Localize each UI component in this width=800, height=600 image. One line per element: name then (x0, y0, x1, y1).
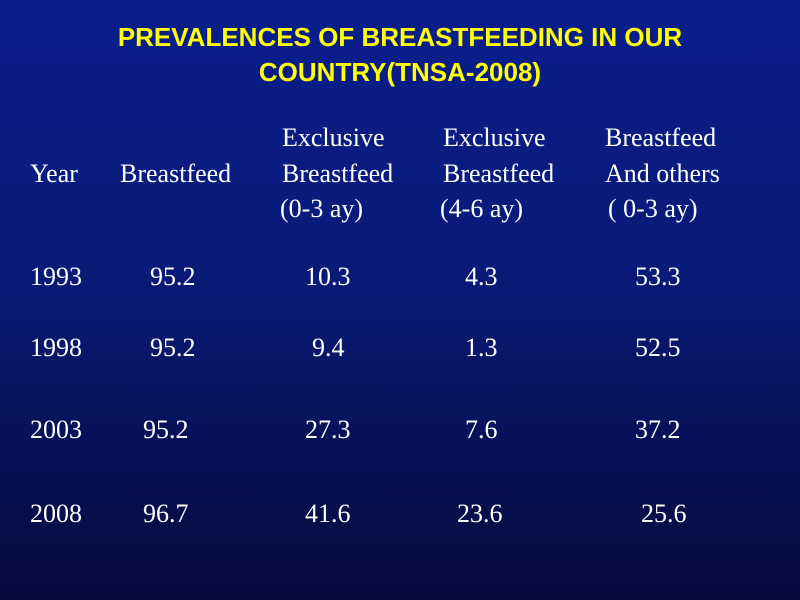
row-year-0: 1993 (30, 262, 82, 291)
row-0-value-1: 10.3 (305, 262, 351, 291)
row-1-value-1: 9.4 (312, 333, 345, 362)
column-header-3-line-0: Exclusive (443, 123, 546, 152)
column-header-1-line-1: Breastfeed (120, 159, 232, 188)
row-1-value-0: 95.2 (150, 333, 196, 362)
row-2-value-3: 37.2 (635, 415, 681, 444)
row-0-value-0: 95.2 (150, 262, 196, 291)
row-0-value-3: 53.3 (635, 262, 681, 291)
column-header-3-line-2: (4-6 ay) (440, 194, 524, 223)
row-2-value-0: 95.2 (143, 415, 189, 444)
row-2-value-2: 7.6 (465, 415, 498, 444)
column-header-4-line-2: ( 0-3 ay) (608, 194, 698, 223)
column-header-3-line-1: Breastfeed (443, 159, 555, 188)
row-1-value-3: 52.5 (635, 333, 681, 362)
row-3-value-3: 25.6 (641, 499, 687, 528)
slide-title: PREVALENCES OF BREASTFEEDING IN OUR COUN… (0, 20, 800, 90)
title-line-1: PREVALENCES OF BREASTFEEDING IN OUR (117, 22, 683, 52)
column-header-2-line-1: Breastfeed (282, 159, 394, 188)
title-line-2: COUNTRY(TNSA-2008) (258, 57, 542, 87)
column-header-2-line-2: (0-3 ay) (280, 194, 364, 223)
column-header-0-line-1: Year (30, 159, 78, 188)
column-header-4-line-0: Breastfeed (605, 123, 717, 152)
row-year-2: 2003 (30, 415, 82, 444)
row-2-value-1: 27.3 (305, 415, 351, 444)
column-header-4-line-1: And others (605, 159, 720, 188)
row-0-value-2: 4.3 (465, 262, 498, 291)
row-year-1: 1998 (30, 333, 82, 362)
row-1-value-2: 1.3 (465, 333, 498, 362)
row-3-value-2: 23.6 (457, 499, 503, 528)
column-header-2-line-0: Exclusive (282, 123, 385, 152)
row-3-value-1: 41.6 (305, 499, 351, 528)
row-3-value-0: 96.7 (143, 499, 189, 528)
row-year-3: 2008 (30, 499, 82, 528)
